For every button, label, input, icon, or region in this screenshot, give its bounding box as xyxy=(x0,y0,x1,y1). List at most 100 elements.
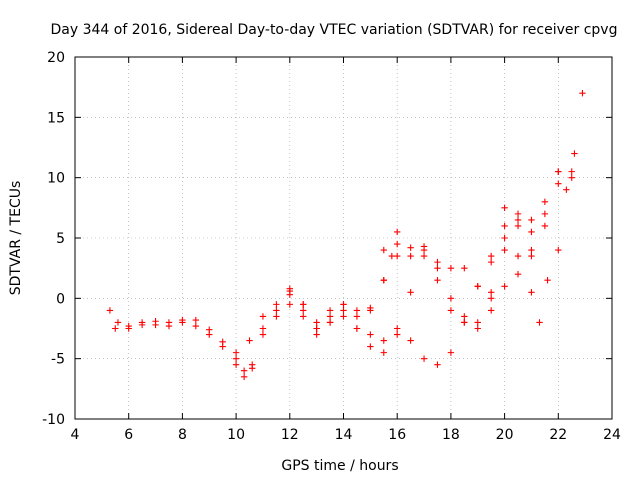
data-point xyxy=(555,180,562,187)
x-tick-label: 4 xyxy=(71,427,80,443)
data-point xyxy=(240,373,248,380)
data-point xyxy=(380,277,387,284)
data-point xyxy=(474,325,481,332)
data-point xyxy=(219,343,226,350)
data-point xyxy=(407,337,414,344)
data-point xyxy=(544,277,551,284)
data-point xyxy=(326,319,334,326)
data-point xyxy=(447,295,455,302)
data-point xyxy=(192,322,200,330)
data-point xyxy=(501,246,508,254)
data-point xyxy=(259,313,267,320)
data-point xyxy=(487,307,495,314)
data-point xyxy=(380,246,387,254)
data-point xyxy=(501,204,508,212)
data-point xyxy=(232,355,240,362)
data-point xyxy=(394,325,401,332)
data-point xyxy=(563,186,570,193)
x-axis-label: GPS time / hours xyxy=(281,458,398,474)
data-point xyxy=(300,313,307,320)
data-point xyxy=(192,316,200,324)
data-point xyxy=(394,331,401,338)
y-tick-label: 10 xyxy=(47,171,65,187)
data-point xyxy=(286,291,293,298)
x-tick-label: 16 xyxy=(388,427,406,443)
data-point xyxy=(555,246,562,254)
data-point xyxy=(514,271,522,278)
data-point xyxy=(367,307,374,314)
data-point xyxy=(232,349,240,356)
y-tick-label: 5 xyxy=(56,231,65,247)
x-tick-label: 14 xyxy=(335,427,353,443)
x-tick-label: 20 xyxy=(496,427,514,443)
y-tick-label: -10 xyxy=(42,412,65,428)
data-point xyxy=(487,289,495,296)
data-point xyxy=(286,285,293,292)
data-point xyxy=(420,246,428,254)
data-point xyxy=(240,367,248,374)
data-point xyxy=(541,210,549,218)
data-point xyxy=(487,252,495,260)
data-point xyxy=(434,361,441,368)
data-point xyxy=(420,252,428,260)
data-point xyxy=(487,258,495,266)
data-point xyxy=(447,349,455,356)
grid-layer xyxy=(75,57,612,419)
data-point xyxy=(514,252,522,260)
data-point xyxy=(541,198,549,205)
data-point xyxy=(571,150,578,157)
data-point xyxy=(367,331,374,338)
data-point xyxy=(541,222,549,230)
data-point xyxy=(165,322,173,330)
data-point xyxy=(179,319,186,326)
series-track-e xyxy=(380,168,575,314)
series-track-c xyxy=(232,168,562,356)
data-point xyxy=(579,90,586,97)
y-tick-label: 0 xyxy=(56,291,65,307)
data-point xyxy=(353,325,361,332)
data-point xyxy=(259,325,267,332)
data-point xyxy=(380,337,387,344)
series-track-b xyxy=(112,243,535,380)
data-point xyxy=(420,355,428,362)
data-point xyxy=(434,258,441,266)
data-point xyxy=(246,337,253,344)
chart-title: Day 344 of 2016, Sidereal Day-to-day VTE… xyxy=(51,22,618,38)
data-point xyxy=(461,313,468,320)
data-point xyxy=(434,277,441,284)
data-point xyxy=(340,307,347,314)
data-point xyxy=(313,331,320,338)
data-point xyxy=(259,331,267,338)
data-point xyxy=(300,307,307,314)
data-point xyxy=(394,240,401,248)
y-tick-label: -5 xyxy=(51,352,65,368)
data-point xyxy=(501,234,508,242)
x-tick-label: 6 xyxy=(124,427,133,443)
y-tick-label: 15 xyxy=(47,110,65,126)
data-point xyxy=(112,325,119,332)
data-point xyxy=(528,246,535,254)
data-point xyxy=(394,252,401,260)
data-point xyxy=(106,307,114,314)
tick-layer: 4 6 8 10 12 14 16 18 20 22 24 -10 -5 0 5 10 15 20 xyxy=(42,50,621,443)
data-point xyxy=(407,289,414,296)
data-point xyxy=(326,307,334,314)
data-point xyxy=(528,289,535,296)
data-point xyxy=(536,319,543,326)
data-point xyxy=(461,264,468,272)
data-point xyxy=(555,168,562,175)
y-tick-label: 20 xyxy=(47,50,65,66)
data-point xyxy=(367,343,374,350)
data-point xyxy=(407,252,414,260)
data-point xyxy=(206,331,213,338)
data-point xyxy=(125,325,132,332)
data-point xyxy=(326,313,334,320)
data-point xyxy=(114,319,122,326)
data-point xyxy=(528,216,535,224)
data-point xyxy=(474,283,481,290)
data-point xyxy=(514,222,522,230)
data-point xyxy=(501,283,508,290)
data-point xyxy=(394,228,401,236)
data-point xyxy=(152,321,159,329)
